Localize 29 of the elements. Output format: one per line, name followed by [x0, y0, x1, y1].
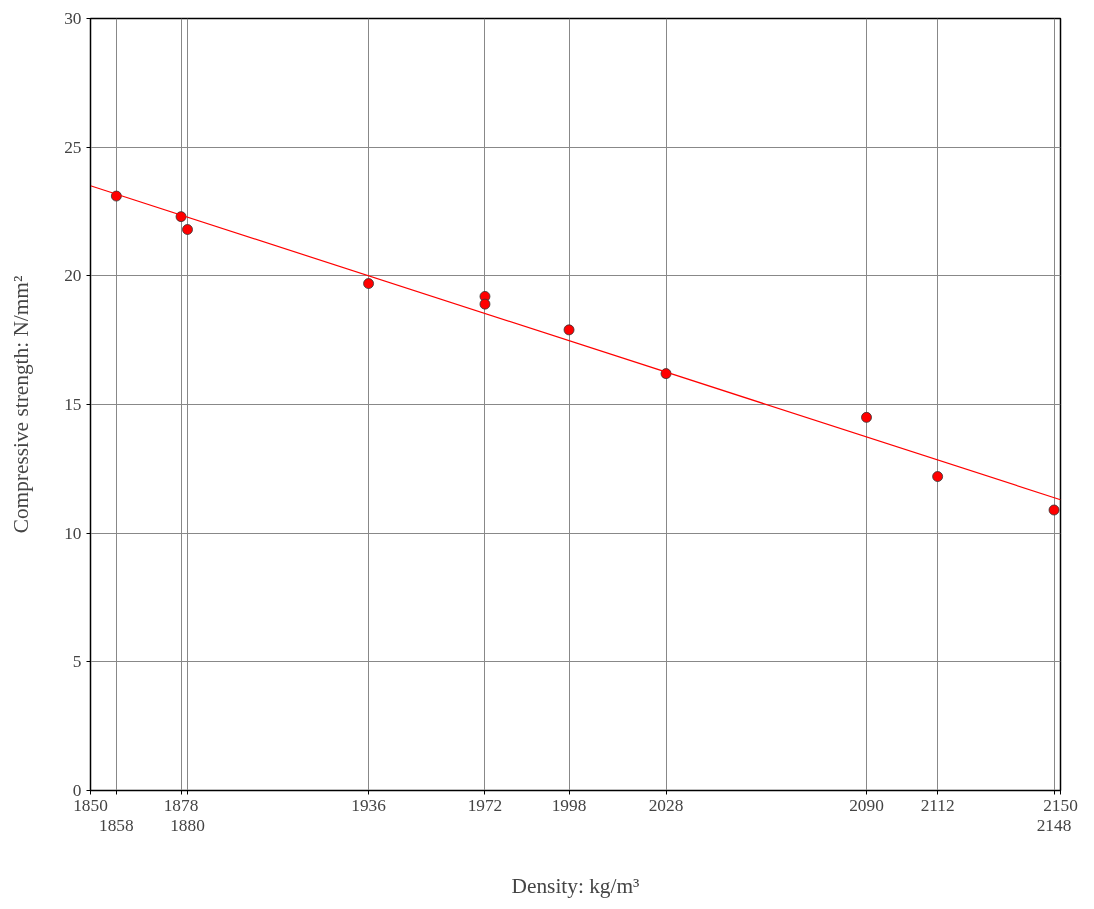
point — [479, 298, 491, 310]
text: 2148 — [1036, 815, 1072, 835]
point — [363, 278, 374, 289]
point — [110, 190, 122, 202]
y-tick-label: 30 — [64, 9, 82, 28]
x-axis-title: Density: kg/m³ — [511, 873, 640, 898]
point — [1048, 504, 1060, 516]
y-axis-title: Compressive strength: N/mm² — [9, 275, 34, 534]
x-tick-label: 2028 — [648, 795, 684, 815]
point — [182, 224, 193, 235]
point — [175, 211, 187, 223]
y-tick-label: 25 — [64, 137, 82, 157]
x-tick-label: 1998 — [551, 795, 587, 815]
point — [861, 411, 872, 423]
y-tick-label: 5 — [72, 652, 82, 672]
point — [932, 471, 944, 482]
x-tick-label: 2150 — [1043, 795, 1078, 815]
x-tick-label: 2090 — [849, 795, 884, 815]
point — [563, 324, 575, 336]
x-tick-label: 1878 — [163, 795, 199, 815]
point — [660, 368, 672, 380]
y-tick-label: 15 — [64, 395, 82, 414]
text: 1880 — [170, 815, 205, 835]
y-tick-label: 10 — [64, 523, 82, 543]
x-tick-label: 2112 — [920, 795, 955, 815]
x-tick-label: 1972 — [467, 795, 503, 815]
y-tick-label: 20 — [64, 266, 82, 286]
x-tick-label: 1936 — [351, 795, 387, 815]
text: 1858 — [99, 815, 134, 835]
